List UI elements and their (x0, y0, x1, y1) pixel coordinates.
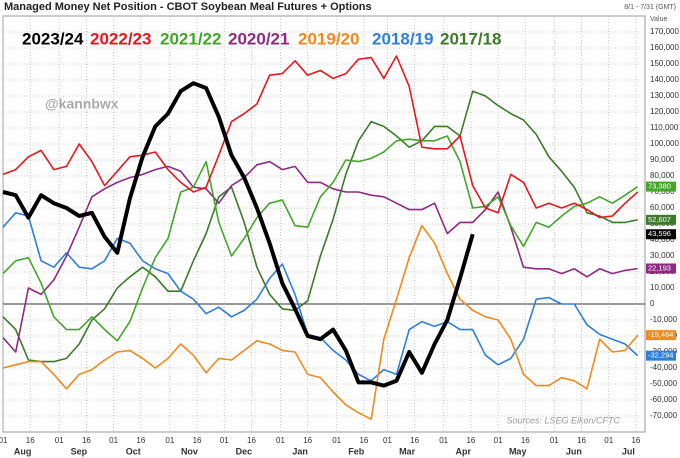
legend-entry: 2022/23 (90, 29, 151, 48)
x-tick-label: 01 (220, 436, 229, 445)
end-label-box (646, 229, 676, 240)
x-tick-label: 01 (165, 436, 174, 445)
month-label: May (509, 446, 527, 456)
end-label: -32,294 (648, 351, 673, 360)
end-label-box (646, 181, 676, 192)
x-tick-label: 01 (109, 436, 118, 445)
y-tick-label: 80,000 (650, 171, 675, 180)
x-tick-label: 01 (383, 436, 392, 445)
month-label: Jun (566, 446, 582, 456)
y-tick-label: -70,000 (650, 411, 678, 420)
x-tick-label: 16 (26, 436, 35, 445)
series-line (2, 81, 475, 388)
y-tick-label: -50,000 (650, 379, 678, 388)
x-tick-label: 01 (604, 436, 613, 445)
x-tick-label: 16 (577, 436, 586, 445)
end-label: 73,380 (648, 182, 671, 191)
x-tick-label: 16 (410, 436, 419, 445)
range-note: 8/1 - 7/31 (GMT) (624, 4, 676, 11)
x-tick-label: 16 (136, 436, 145, 445)
y-tick-label: 70,000 (650, 187, 675, 196)
x-tick-label: 16 (631, 436, 640, 445)
y-tick-label: 30,000 (650, 251, 675, 260)
month-label: Oct (126, 446, 141, 456)
x-tick-label: 01 (276, 436, 285, 445)
series-line (2, 160, 638, 353)
month-label: Dec (236, 446, 253, 456)
y-tick-label: 40,000 (650, 235, 675, 244)
x-tick-label: 01 (439, 436, 448, 445)
legend-entry: 2023/24 (22, 29, 84, 48)
x-tick-label: 01 (332, 436, 341, 445)
y-tick-label: 120,000 (650, 107, 679, 116)
month-label: Nov (181, 446, 198, 456)
y-tick-label: -60,000 (650, 395, 678, 404)
legend-entry: 2018/19 (372, 29, 433, 48)
source: Sources: LSEG Eikon/CFTC (506, 415, 620, 425)
month-label: Jan (292, 446, 308, 456)
series-line (2, 90, 638, 363)
chart-title: Managed Money Net Position - CBOT Soybea… (4, 1, 372, 13)
series-line (2, 55, 639, 219)
y-tick-label: 150,000 (650, 59, 679, 68)
x-tick-label: 16 (193, 436, 202, 445)
end-label-box (646, 350, 676, 361)
y-tick-label: 0 (650, 299, 655, 308)
end-label: 43,596 (648, 229, 671, 238)
end-label: -19,464 (648, 330, 673, 339)
legend-entry: 2020/21 (228, 29, 289, 48)
legend-entry: 2019/20 (298, 29, 359, 48)
legend-entry: 2017/18 (440, 29, 501, 48)
series-line (2, 135, 639, 342)
month-label: Apr (456, 446, 472, 456)
x-tick-label: 01 (494, 436, 503, 445)
end-label: 52,607 (648, 215, 671, 224)
legend-entry: 2021/22 (160, 29, 221, 48)
x-tick-label: 01 (55, 436, 64, 445)
x-tick-label: 16 (303, 436, 312, 445)
y-tick-label: 170,000 (650, 27, 679, 36)
month-label: Aug (14, 446, 32, 456)
y-tick-label: 10,000 (650, 283, 675, 292)
month-label: Feb (348, 446, 365, 456)
x-tick-label: 01 (0, 436, 8, 445)
end-label-box (646, 214, 676, 225)
x-tick-label: 16 (247, 436, 256, 445)
y-tick-label: 110,000 (650, 123, 679, 132)
x-tick-label: 16 (82, 436, 91, 445)
x-tick-label: 16 (466, 436, 475, 445)
month-label: Sep (71, 446, 88, 456)
y-tick-label: 160,000 (650, 43, 679, 52)
series-line (2, 224, 639, 420)
watermark: @kannbwx (45, 96, 119, 112)
x-tick-label: 16 (521, 436, 530, 445)
axis-label: Value (650, 16, 667, 23)
y-tick-label: 90,000 (650, 155, 675, 164)
x-tick-label: 01 (550, 436, 559, 445)
y-tick-label: 130,000 (650, 91, 679, 100)
y-tick-label: -10,000 (650, 315, 678, 324)
end-label: 22,193 (648, 263, 671, 272)
end-label-box (646, 330, 676, 341)
end-label-box (646, 263, 676, 274)
month-label: Jul (622, 446, 635, 456)
y-tick-label: -40,000 (650, 363, 678, 372)
month-label: Mar (399, 446, 416, 456)
x-tick-label: 16 (359, 436, 368, 445)
y-tick-label: 100,000 (650, 139, 679, 148)
y-tick-label: 60,000 (650, 203, 675, 212)
y-tick-label: 140,000 (650, 75, 679, 84)
